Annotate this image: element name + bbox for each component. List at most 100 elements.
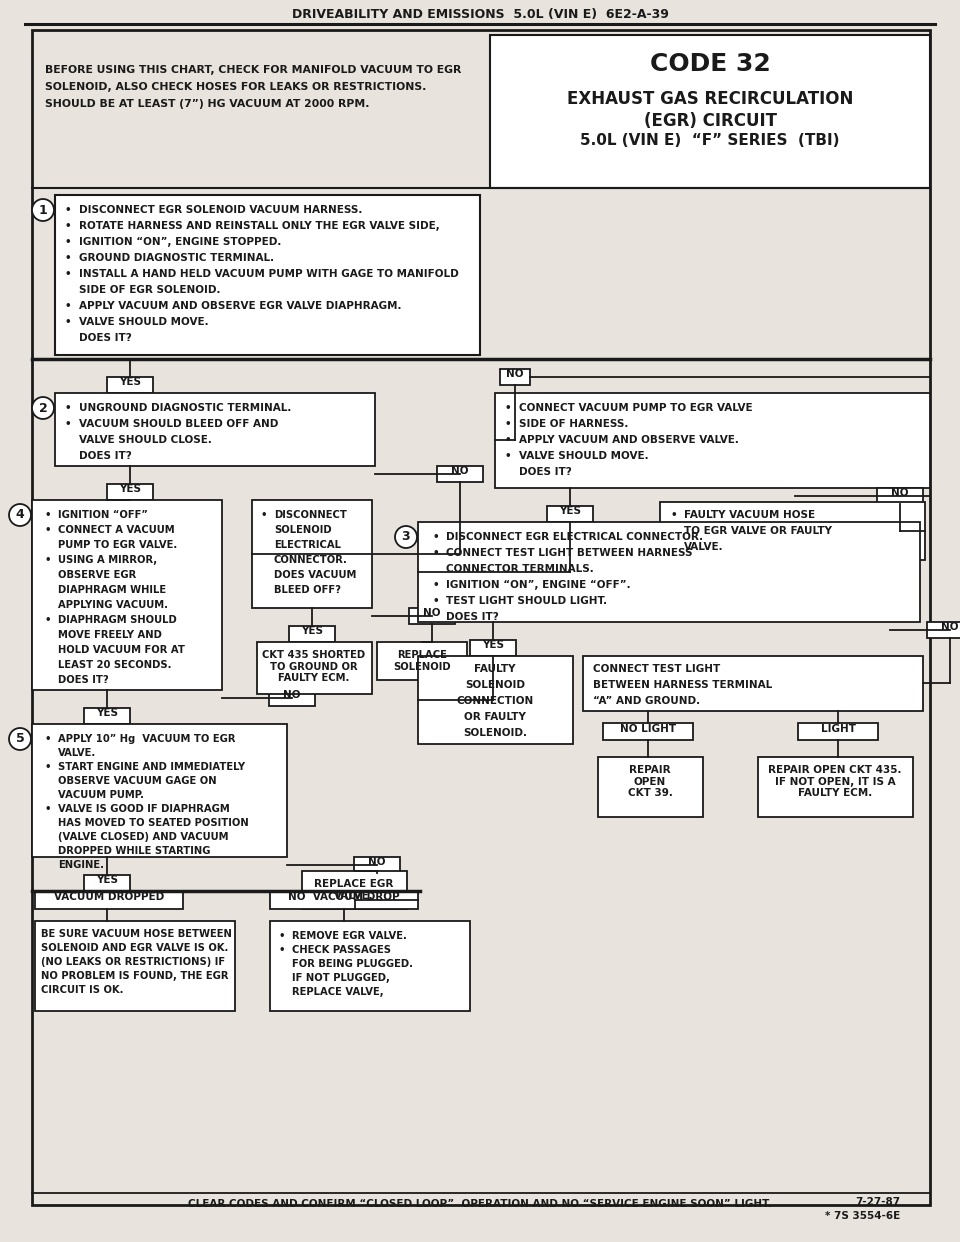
Text: (EGR) CIRCUIT: (EGR) CIRCUIT	[643, 112, 777, 130]
Text: •: •	[65, 419, 72, 428]
Text: DOES IT?: DOES IT?	[446, 612, 499, 622]
Text: 5.0L (VIN E)  “F” SERIES  (TBI): 5.0L (VIN E) “F” SERIES (TBI)	[580, 133, 840, 148]
FancyBboxPatch shape	[270, 922, 470, 1011]
Text: CONNECT TEST LIGHT BETWEEN HARNESS: CONNECT TEST LIGHT BETWEEN HARNESS	[446, 548, 692, 558]
Text: INSTALL A HAND HELD VACUUM PUMP WITH GAGE TO MANIFOLD: INSTALL A HAND HELD VACUUM PUMP WITH GAG…	[79, 270, 459, 279]
Text: APPLY 10” Hg  VACUUM TO EGR: APPLY 10” Hg VACUUM TO EGR	[58, 734, 235, 744]
Text: IF NOT PLUGGED,: IF NOT PLUGGED,	[292, 972, 390, 982]
FancyBboxPatch shape	[377, 642, 467, 681]
Text: * 7S 3554-6E: * 7S 3554-6E	[825, 1211, 900, 1221]
Text: CIRCUIT IS OK.: CIRCUIT IS OK.	[41, 985, 124, 995]
Text: DISCONNECT: DISCONNECT	[274, 510, 347, 520]
Text: ELECTRICAL: ELECTRICAL	[274, 540, 341, 550]
FancyBboxPatch shape	[418, 522, 920, 622]
FancyBboxPatch shape	[32, 30, 930, 1205]
Text: SOLENOID: SOLENOID	[465, 681, 525, 691]
Text: IGNITION “OFF”: IGNITION “OFF”	[58, 510, 148, 520]
FancyBboxPatch shape	[470, 640, 516, 656]
FancyBboxPatch shape	[583, 656, 923, 710]
FancyBboxPatch shape	[269, 691, 315, 705]
Text: APPLYING VACUUM.: APPLYING VACUUM.	[58, 600, 168, 610]
Text: •: •	[670, 510, 677, 520]
Text: VALVE SHOULD MOVE.: VALVE SHOULD MOVE.	[79, 317, 208, 327]
Text: YES: YES	[96, 876, 118, 886]
Text: CONNECTOR.: CONNECTOR.	[274, 555, 348, 565]
FancyBboxPatch shape	[270, 891, 418, 909]
FancyBboxPatch shape	[598, 758, 703, 817]
Text: OBSERVE VACUUM GAGE ON: OBSERVE VACUUM GAGE ON	[58, 776, 217, 786]
Text: DOES IT?: DOES IT?	[79, 333, 132, 343]
Text: •: •	[65, 317, 72, 327]
Text: •: •	[44, 763, 51, 773]
Text: •: •	[432, 548, 439, 558]
FancyBboxPatch shape	[500, 369, 530, 385]
Text: •: •	[65, 221, 72, 231]
Text: 2: 2	[38, 401, 47, 415]
Text: DOES IT?: DOES IT?	[79, 451, 132, 461]
Text: IGNITION “ON”, ENGINE “OFF”.: IGNITION “ON”, ENGINE “OFF”.	[446, 580, 631, 590]
FancyBboxPatch shape	[32, 724, 287, 857]
Text: •: •	[505, 419, 512, 428]
Text: •: •	[432, 596, 439, 606]
FancyBboxPatch shape	[107, 378, 153, 392]
Text: NO LIGHT: NO LIGHT	[620, 724, 676, 734]
FancyBboxPatch shape	[35, 891, 183, 909]
Text: DOES IT?: DOES IT?	[519, 467, 572, 477]
Text: USING A MIRROR,: USING A MIRROR,	[58, 555, 157, 565]
Text: •: •	[432, 532, 439, 542]
Text: •: •	[65, 237, 72, 247]
Text: PUMP TO EGR VALVE.: PUMP TO EGR VALVE.	[58, 540, 178, 550]
FancyBboxPatch shape	[302, 871, 407, 909]
Circle shape	[395, 527, 417, 548]
Text: MOVE FREELY AND: MOVE FREELY AND	[58, 630, 162, 640]
Text: SOLENOID AND EGR VALVE IS OK.: SOLENOID AND EGR VALVE IS OK.	[41, 943, 228, 953]
Text: REPAIR OPEN CKT 435.
IF NOT OPEN, IT IS A
FAULTY ECM.: REPAIR OPEN CKT 435. IF NOT OPEN, IT IS …	[768, 765, 901, 799]
Circle shape	[9, 728, 31, 750]
Text: YES: YES	[482, 640, 504, 650]
Text: SOLENOID: SOLENOID	[274, 525, 331, 535]
Text: FOR BEING PLUGGED.: FOR BEING PLUGGED.	[292, 959, 413, 969]
Text: FAULTY VACUUM HOSE: FAULTY VACUUM HOSE	[684, 510, 815, 520]
Text: DISCONNECT EGR ELECTRICAL CONNECTOR.: DISCONNECT EGR ELECTRICAL CONNECTOR.	[446, 532, 703, 542]
Text: SIDE OF HARNESS.: SIDE OF HARNESS.	[519, 419, 629, 428]
Circle shape	[32, 397, 54, 419]
Text: (VALVE CLOSED) AND VACUUM: (VALVE CLOSED) AND VACUUM	[58, 832, 228, 842]
Text: NO: NO	[891, 488, 909, 498]
Text: NO: NO	[451, 466, 468, 476]
Text: VACUUM SHOULD BLEED OFF AND: VACUUM SHOULD BLEED OFF AND	[79, 419, 278, 428]
Text: HOLD VACUUM FOR AT: HOLD VACUUM FOR AT	[58, 645, 185, 655]
Text: YES: YES	[559, 505, 581, 515]
Text: •: •	[65, 253, 72, 263]
Text: CLEAR CODES AND CONFIRM “CLOSED LOOP”  OPERATION AND NO “SERVICE ENGINE SOON” LI: CLEAR CODES AND CONFIRM “CLOSED LOOP” OP…	[188, 1199, 772, 1208]
Text: •: •	[278, 945, 284, 955]
FancyBboxPatch shape	[84, 876, 130, 891]
Text: APPLY VACUUM AND OBSERVE EGR VALVE DIAPHRAGM.: APPLY VACUUM AND OBSERVE EGR VALVE DIAPH…	[79, 301, 401, 310]
Text: HAS MOVED TO SEATED POSITION: HAS MOVED TO SEATED POSITION	[58, 818, 249, 828]
Text: NO: NO	[283, 691, 300, 700]
Text: NO: NO	[423, 609, 441, 619]
Text: BLEED OFF?: BLEED OFF?	[274, 585, 341, 595]
Text: CONNECT A VACUUM: CONNECT A VACUUM	[58, 525, 175, 535]
FancyBboxPatch shape	[603, 723, 693, 740]
Text: •: •	[44, 510, 51, 520]
FancyBboxPatch shape	[289, 626, 335, 642]
FancyBboxPatch shape	[107, 484, 153, 501]
Text: •: •	[65, 402, 72, 414]
Text: DOES VACUUM: DOES VACUUM	[274, 570, 356, 580]
FancyBboxPatch shape	[660, 502, 925, 560]
Text: VALVE.: VALVE.	[58, 748, 96, 758]
Text: UNGROUND DIAGNOSTIC TERMINAL.: UNGROUND DIAGNOSTIC TERMINAL.	[79, 402, 292, 414]
Text: DIAPHRAGM WHILE: DIAPHRAGM WHILE	[58, 585, 166, 595]
Text: REMOVE EGR VALVE.: REMOVE EGR VALVE.	[292, 932, 407, 941]
FancyBboxPatch shape	[927, 622, 960, 638]
Text: VALVE SHOULD CLOSE.: VALVE SHOULD CLOSE.	[79, 435, 212, 445]
FancyBboxPatch shape	[32, 501, 222, 691]
Text: SHOULD BE AT LEAST (7”) HG VACUUM AT 2000 RPM.: SHOULD BE AT LEAST (7”) HG VACUUM AT 200…	[45, 99, 370, 109]
Text: •: •	[44, 555, 51, 565]
Text: •: •	[44, 804, 51, 814]
Text: YES: YES	[96, 708, 118, 718]
Text: VALVE SHOULD MOVE.: VALVE SHOULD MOVE.	[519, 451, 649, 461]
Text: FAULTY: FAULTY	[474, 664, 516, 674]
Text: NO: NO	[369, 857, 386, 867]
Text: SIDE OF EGR SOLENOID.: SIDE OF EGR SOLENOID.	[79, 284, 221, 296]
